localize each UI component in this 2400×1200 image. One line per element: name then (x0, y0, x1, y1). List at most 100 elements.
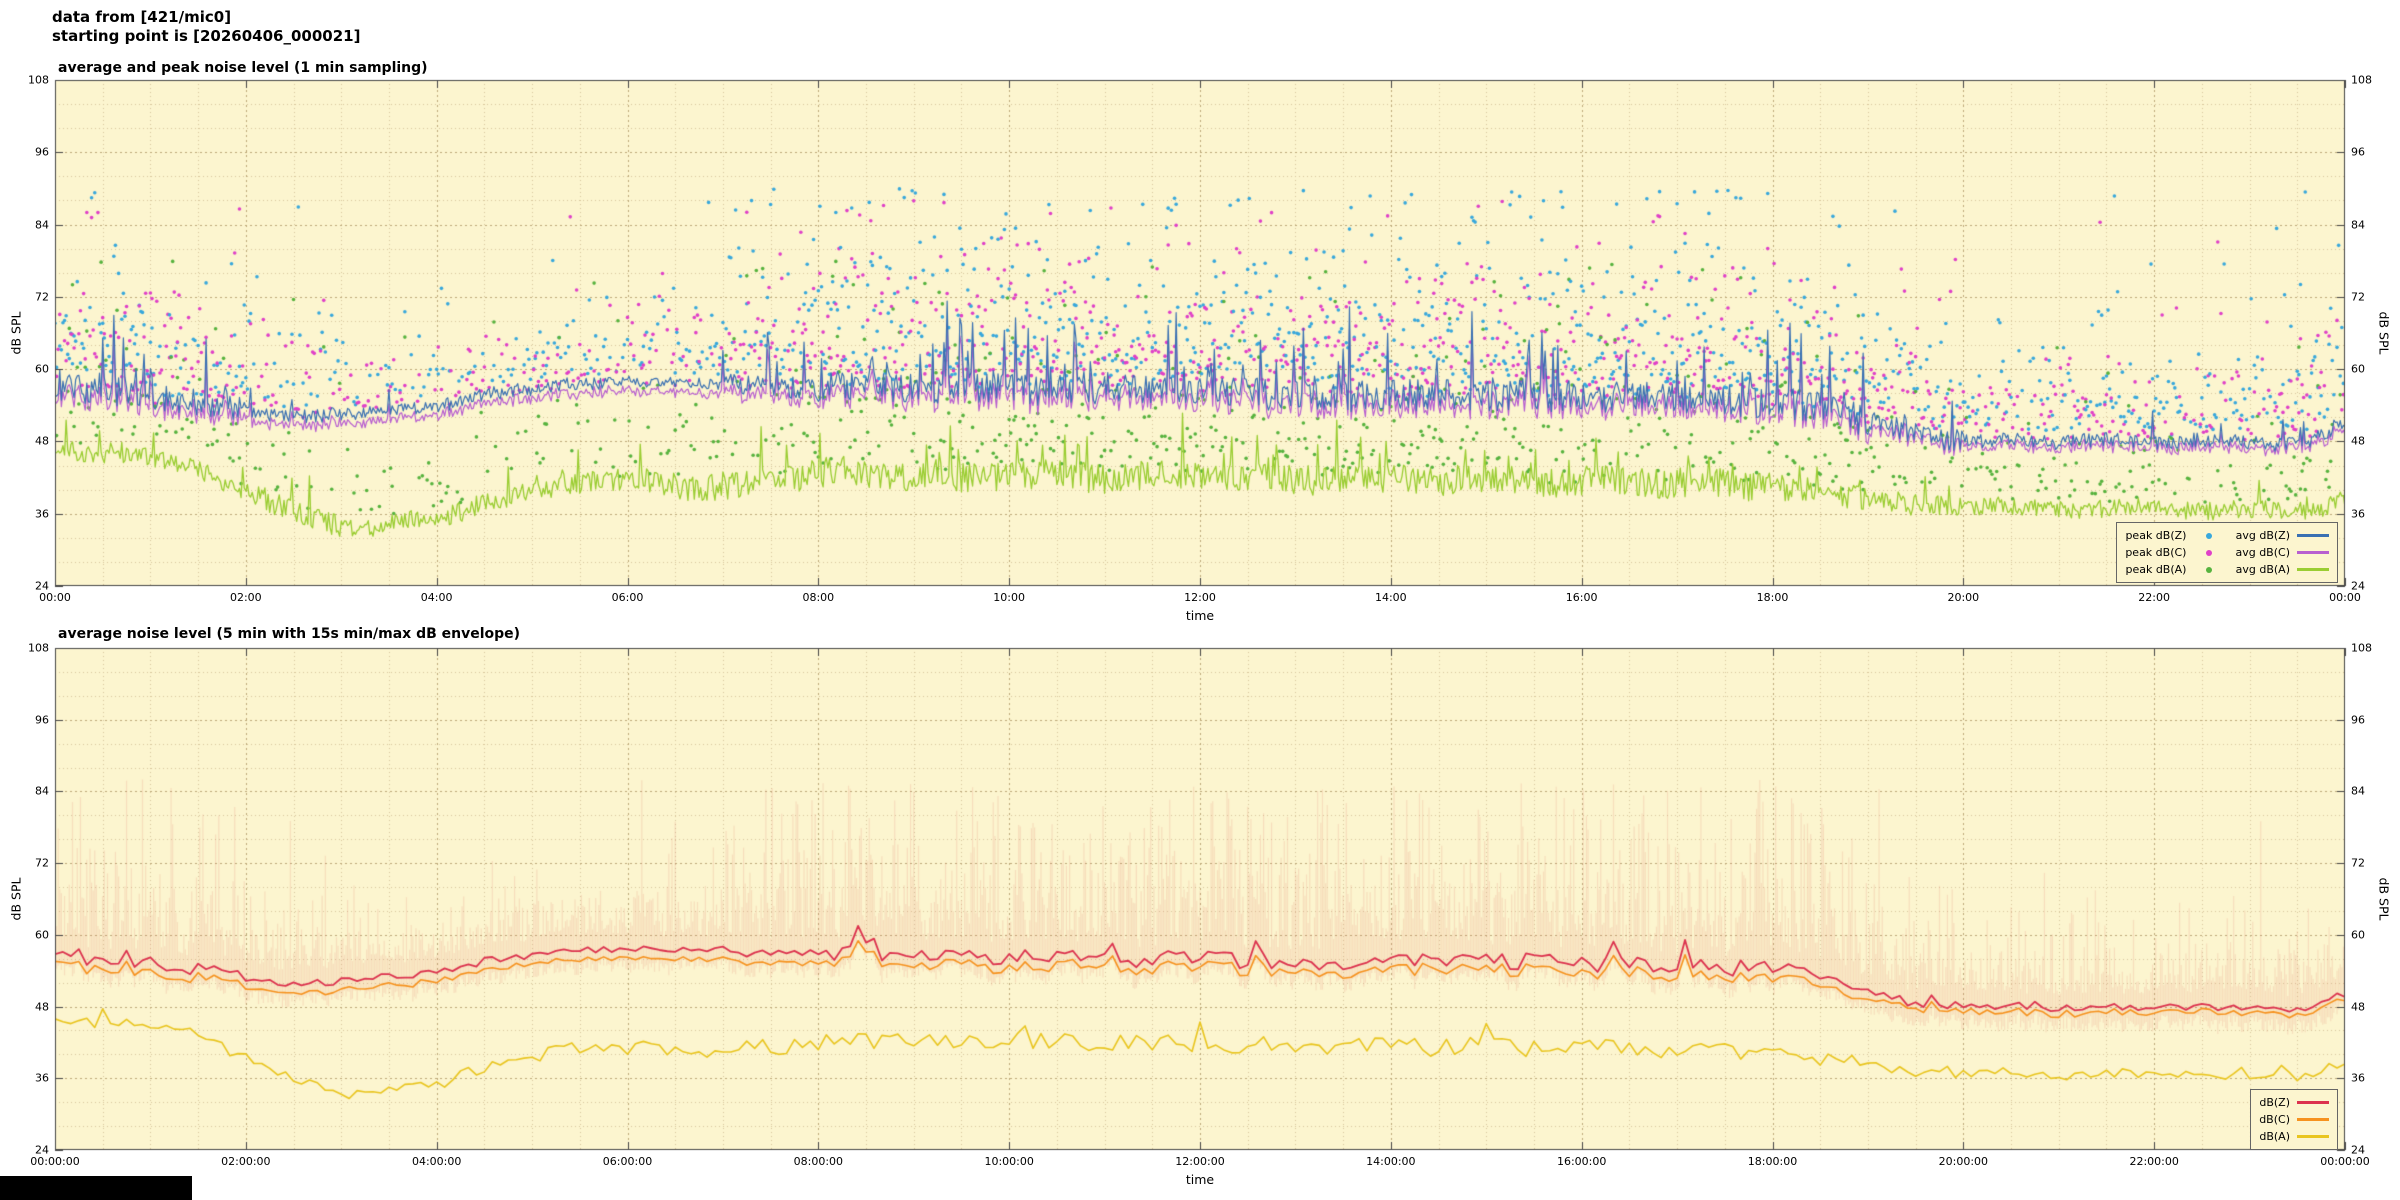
legend-label: avg dB(Z) (2235, 529, 2290, 542)
x-tick-label: 00:00 (2329, 591, 2361, 604)
y-tick-label-left: 60 (35, 928, 49, 942)
legend-label: peak dB(C) (2125, 546, 2187, 559)
legend-label: dB(A) (2259, 1130, 2290, 1143)
x-tick-label: 18:00:00 (1747, 1155, 1798, 1168)
legend-entry: dB(Z) (2259, 1094, 2329, 1111)
y-tick-label-left: 96 (35, 713, 49, 727)
x-tick-label: 10:00 (993, 591, 1026, 604)
legend-line-marker (2297, 1118, 2329, 1121)
x-tick-label: 04:00:00 (411, 1155, 462, 1168)
x-tick-label: 02:00:00 (221, 1155, 271, 1168)
x-tick-label: 00:00:00 (30, 1155, 80, 1168)
x-tick-label: 12:00 (1184, 591, 1216, 604)
y-tick-label-left: 84 (35, 218, 49, 232)
x-tick-label: 22:00 (2138, 591, 2171, 604)
x-tick-label: 16:00:00 (1556, 1155, 1607, 1168)
y-tick-label-left: 24 (35, 1143, 49, 1157)
y-tick-label-right: 36 (2351, 1071, 2365, 1085)
y-tick-label-right: 36 (2351, 507, 2365, 521)
legend-label: avg dB(A) (2235, 563, 2290, 576)
terminal-window-fragment (0, 1176, 192, 1200)
x-tick-label: 06:00 (611, 591, 644, 604)
top-chart-title: average and peak noise level (1 min samp… (58, 60, 428, 76)
top-chart-ylabel-left: dB SPL (8, 311, 24, 355)
x-tick-label: 14:00:00 (1366, 1155, 1416, 1168)
legend-entry: avg dB(A) (2235, 561, 2329, 578)
y-tick-label-left: 48 (35, 434, 49, 448)
y-tick-label-right: 96 (2351, 713, 2365, 727)
legend-point-marker (2193, 549, 2225, 556)
legend-label: peak dB(A) (2125, 563, 2187, 576)
x-tick-label: 10:00:00 (984, 1155, 1034, 1168)
x-tick-label: 20:00:00 (1938, 1155, 1989, 1168)
legend-line-marker (2297, 1135, 2329, 1138)
x-tick-label: 14:00 (1374, 591, 1407, 604)
bottom-chart-ylabel-right: dB SPL (2376, 877, 2392, 921)
y-tick-label-right: 96 (2351, 145, 2365, 159)
legend-label: peak dB(Z) (2125, 529, 2187, 542)
legend-line-marker (2297, 551, 2329, 554)
legend-line-marker (2297, 568, 2329, 571)
header-data-source: data from [421/mic0] (52, 8, 232, 26)
y-tick-label-right: 48 (2351, 1000, 2365, 1014)
legend-label: dB(C) (2259, 1113, 2290, 1126)
y-tick-label-left: 60 (35, 362, 49, 376)
legend-entry: peak dB(A) (2125, 561, 2225, 578)
y-tick-label-right: 72 (2351, 290, 2365, 304)
legend-point-marker (2193, 566, 2225, 573)
legend-line-marker (2297, 534, 2329, 537)
bottom-chart-legend: dB(Z) dB(C) dB(A) (2250, 1089, 2338, 1150)
bottom-chart-xaxis-label: time (1185, 1172, 1215, 1187)
y-tick-label-left: 96 (35, 145, 49, 159)
y-tick-label-right: 48 (2351, 434, 2365, 448)
x-tick-label: 22:00:00 (2129, 1155, 2179, 1168)
y-tick-label-right: 84 (2351, 218, 2365, 232)
top-chart-legend: peak dB(Z) peak dB(C) peak dB(A) avg dB(Z) a… (2116, 522, 2338, 583)
top-chart-ylabel-right: dB SPL (2376, 311, 2392, 355)
y-tick-label-left: 108 (28, 641, 49, 655)
x-tick-label: 00:00:00 (2320, 1155, 2370, 1168)
legend-label: avg dB(C) (2235, 546, 2290, 559)
y-tick-label-left: 72 (35, 290, 49, 304)
legend-entry: dB(C) (2259, 1111, 2329, 1128)
y-tick-label-right: 108 (2351, 641, 2372, 655)
y-tick-label-right: 60 (2351, 362, 2365, 376)
bottom-chart-title: average noise level (5 min with 15s min/… (58, 626, 521, 642)
y-tick-label-right: 72 (2351, 856, 2365, 870)
legend-entry: peak dB(C) (2125, 544, 2225, 561)
y-tick-label-left: 24 (35, 579, 49, 593)
y-tick-label-right: 24 (2351, 1143, 2365, 1157)
x-tick-label: 08:00:00 (793, 1155, 844, 1168)
y-tick-label-left: 36 (35, 1071, 49, 1085)
top-chart-xaxis-label: time (1185, 608, 1215, 623)
x-tick-label: 18:00 (1756, 591, 1789, 604)
legend-label: dB(Z) (2259, 1096, 2290, 1109)
x-tick-label: 06:00:00 (602, 1155, 653, 1168)
x-tick-label: 02:00 (229, 591, 262, 604)
x-tick-label: 12:00:00 (1175, 1155, 1225, 1168)
legend-entry: avg dB(Z) (2235, 527, 2329, 544)
legend-line-marker (2297, 1101, 2329, 1104)
header-starting-point: starting point is [20260406_000021] (52, 27, 361, 45)
x-tick-label: 00:00 (39, 591, 71, 604)
bottom-chart-ylabel-left: dB SPL (8, 877, 24, 921)
y-tick-label-left: 72 (35, 856, 49, 870)
legend-entry: avg dB(C) (2235, 544, 2329, 561)
x-tick-label: 20:00 (1947, 591, 1980, 604)
x-tick-label: 08:00 (802, 591, 835, 604)
legend-entry: peak dB(Z) (2125, 527, 2225, 544)
x-tick-label: 04:00 (420, 591, 453, 604)
legend-entry: dB(A) (2259, 1128, 2329, 1145)
y-tick-label-right: 24 (2351, 579, 2365, 593)
legend-point-marker (2193, 532, 2225, 539)
y-tick-label-left: 48 (35, 1000, 49, 1014)
x-tick-label: 16:00 (1565, 591, 1598, 604)
y-tick-label-left: 108 (28, 73, 49, 87)
y-tick-label-right: 84 (2351, 784, 2365, 798)
y-tick-label-right: 60 (2351, 928, 2365, 942)
y-tick-label-left: 84 (35, 784, 49, 798)
y-tick-label-right: 108 (2351, 73, 2372, 87)
y-tick-label-left: 36 (35, 507, 49, 521)
